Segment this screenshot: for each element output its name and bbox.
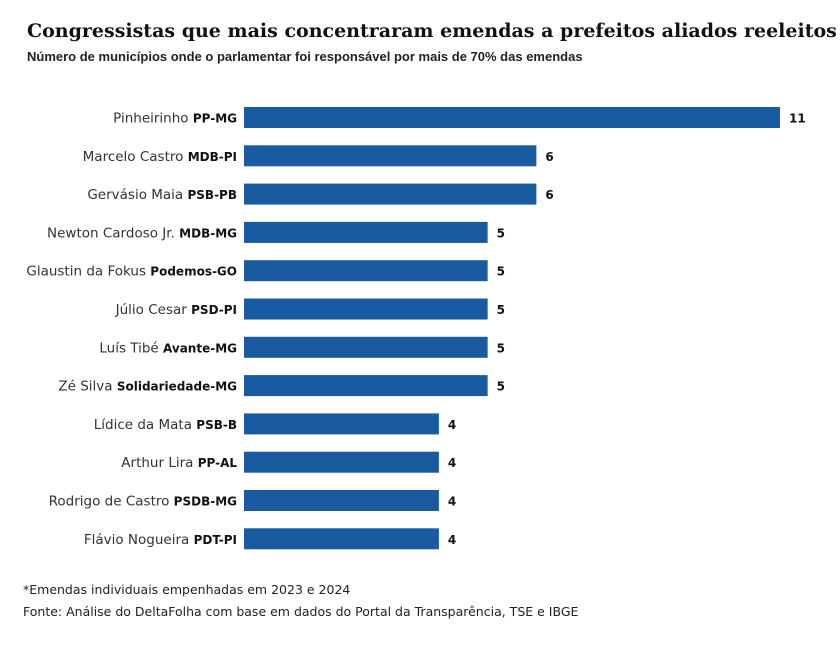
- category-label: Luís Tibé Avante-MG: [99, 340, 237, 356]
- category-name: Pinheirinho: [113, 111, 193, 127]
- bar: [244, 298, 488, 320]
- data-label: 4: [448, 418, 456, 432]
- category-name: Newton Cardoso Jr.: [47, 225, 179, 241]
- bar-row: Luís Tibé Avante-MG 5: [99, 336, 505, 358]
- data-label: 6: [545, 150, 553, 164]
- bar-row: Arthur Lira PP-AL 4: [121, 451, 456, 473]
- bar: [244, 490, 439, 511]
- source-note: Fonte: Análise do DeltaFolha com base em…: [23, 604, 579, 619]
- data-label: 5: [497, 265, 505, 279]
- category-name: Glaustin da Fokus: [26, 264, 150, 280]
- category-name: Lídice da Mata: [94, 417, 197, 433]
- data-label: 4: [448, 456, 456, 470]
- bar: [244, 183, 537, 205]
- data-label: 4: [448, 495, 456, 509]
- bar: [244, 145, 537, 167]
- bar: [244, 528, 439, 550]
- data-label: 5: [497, 226, 505, 240]
- category-party: PSDB-MG: [174, 495, 237, 509]
- bar: [244, 221, 488, 243]
- bar-row: Zé Silva Solidariedade-MG 5: [58, 375, 505, 397]
- bar-row: Rodrigo de Castro PSDB-MG 4: [49, 490, 456, 511]
- bar-row: Lídice da Mata PSB-B 4: [94, 413, 456, 435]
- category-label: Glaustin da Fokus Podemos-GO: [26, 264, 237, 280]
- bar-row: Glaustin da Fokus Podemos-GO 5: [26, 260, 505, 282]
- data-label: 6: [545, 188, 553, 202]
- category-party: MDB-PI: [188, 150, 237, 164]
- category-party: Podemos-GO: [150, 265, 237, 279]
- category-name: Arthur Lira: [121, 455, 197, 471]
- bar-row: Flávio Nogueira PDT-PI 4: [84, 528, 456, 550]
- chart-subtitle: Número de municípios onde o parlamentar …: [27, 49, 583, 64]
- category-party: PP-AL: [198, 456, 238, 470]
- data-label: 5: [497, 303, 505, 317]
- category-label: Pinheirinho PP-MG: [113, 111, 237, 127]
- bar-row: Marcelo Castro MDB-PI 6: [83, 145, 554, 167]
- bar-row: Newton Cardoso Jr. MDB-MG 5: [47, 221, 505, 243]
- category-party: PSD-PI: [191, 303, 237, 317]
- category-party: PDT-PI: [194, 533, 237, 547]
- bar: [244, 260, 488, 282]
- category-name: Marcelo Castro: [83, 149, 188, 165]
- category-name: Gervásio Maia: [87, 187, 187, 203]
- category-name: Rodrigo de Castro: [49, 494, 174, 510]
- category-label: Júlio Cesar PSD-PI: [115, 302, 237, 318]
- category-name: Luís Tibé: [99, 340, 163, 356]
- category-party: PP-MG: [193, 112, 237, 126]
- category-label: Gervásio Maia PSB-PB: [87, 187, 237, 203]
- data-label: 5: [497, 341, 505, 355]
- bar: [244, 336, 488, 358]
- category-party: Solidariedade-MG: [117, 380, 237, 394]
- category-label: Lídice da Mata PSB-B: [94, 417, 237, 433]
- category-label: Arthur Lira PP-AL: [121, 455, 237, 471]
- category-party: PSB-B: [196, 418, 237, 432]
- category-label: Zé Silva Solidariedade-MG: [58, 379, 237, 395]
- category-party: MDB-MG: [179, 226, 237, 240]
- bar: [244, 107, 780, 128]
- bar-row: Pinheirinho PP-MG 11: [113, 107, 806, 128]
- data-label: 5: [497, 380, 505, 394]
- category-name: Zé Silva: [58, 379, 116, 395]
- bar: [244, 451, 439, 473]
- bar: [244, 375, 488, 397]
- category-label: Flávio Nogueira PDT-PI: [84, 532, 237, 548]
- category-party: PSB-PB: [187, 188, 237, 202]
- category-label: Rodrigo de Castro PSDB-MG: [49, 494, 237, 510]
- category-party: Avante-MG: [163, 341, 237, 355]
- chart-title: Congressistas que mais concentraram emen…: [27, 20, 837, 42]
- category-label: Marcelo Castro MDB-PI: [83, 149, 237, 165]
- bar-row: Júlio Cesar PSD-PI 5: [115, 298, 505, 320]
- bar: [244, 413, 439, 435]
- category-name: Flávio Nogueira: [84, 532, 194, 548]
- category-label: Newton Cardoso Jr. MDB-MG: [47, 225, 237, 241]
- bar-row: Gervásio Maia PSB-PB 6: [87, 183, 554, 205]
- data-label: 4: [448, 533, 456, 547]
- category-name: Júlio Cesar: [115, 302, 191, 318]
- data-label: 11: [789, 112, 806, 126]
- footnote: *Emendas individuais empenhadas em 2023 …: [23, 582, 351, 597]
